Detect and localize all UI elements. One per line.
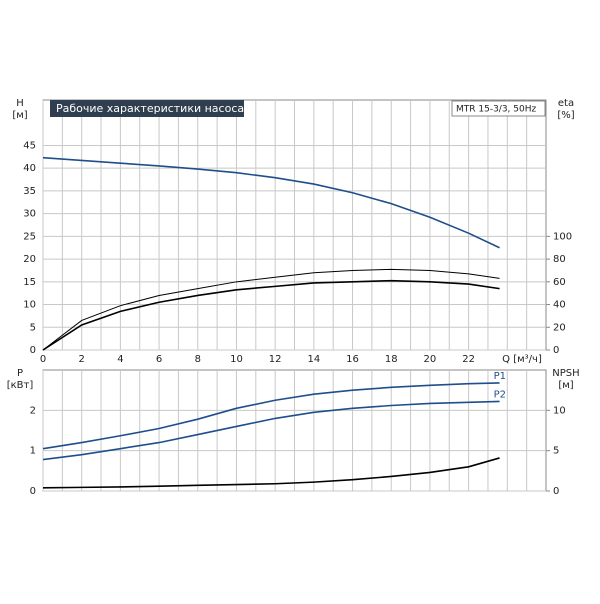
- x-tick-label: 22: [462, 354, 475, 365]
- series-line: [42, 382, 500, 450]
- y2-axis-unit: [%]: [557, 110, 574, 121]
- x-tick-label: 8: [195, 354, 201, 365]
- y2-axis-unit: [м]: [558, 380, 573, 391]
- y-axis-label: P: [17, 368, 23, 379]
- y2-tick-label: 10: [553, 405, 566, 416]
- x-tick-label: 6: [156, 354, 162, 365]
- x-tick-label: 16: [346, 354, 359, 365]
- x-tick-label: 2: [79, 354, 85, 365]
- y2-tick-label: 0: [553, 486, 559, 497]
- y-tick-label: 35: [23, 186, 36, 197]
- y-tick-label: 30: [23, 209, 36, 220]
- y-tick-label: 0: [30, 345, 36, 356]
- x-tick-label: 20: [424, 354, 437, 365]
- y-tick-label: 1: [30, 446, 36, 457]
- y-tick-label: 2: [30, 405, 36, 416]
- y-tick-label: 25: [23, 231, 36, 242]
- model-label: MTR 15-3/3, 50Hz: [456, 105, 537, 115]
- y2-axis-label: NPSH: [552, 368, 579, 379]
- model-box: [451, 100, 546, 117]
- title-box: [50, 100, 244, 117]
- x-tick-label: 0: [40, 354, 46, 365]
- series-line: [42, 457, 500, 489]
- series-line: [42, 268, 500, 351]
- chart-title: Рабочие характеристики насоса: [56, 102, 244, 115]
- y2-tick-label: 5: [553, 446, 559, 457]
- y2-tick-label: 40: [553, 300, 566, 311]
- y-tick-label: 5: [30, 322, 36, 333]
- y-axis-unit: [м]: [12, 110, 27, 121]
- x-tick-label: 12: [269, 354, 282, 365]
- y2-tick-label: 100: [553, 231, 572, 242]
- x-tick-label: 4: [117, 354, 123, 365]
- y2-tick-label: 0: [553, 345, 559, 356]
- y-tick-label: 20: [23, 254, 36, 265]
- series-label: P2: [494, 389, 506, 400]
- y-tick-label: 0: [30, 486, 36, 497]
- y-axis-unit: [кВт]: [7, 380, 34, 391]
- y2-tick-label: 60: [553, 277, 566, 288]
- x-tick-label: 14: [307, 354, 320, 365]
- y-tick-label: 10: [23, 300, 36, 311]
- x-axis-label: Q [м³/ч]: [502, 354, 542, 365]
- y2-tick-label: 20: [553, 322, 566, 333]
- series-label: P1: [494, 371, 506, 382]
- x-tick-label: 10: [230, 354, 243, 365]
- y2-tick-label: 80: [553, 254, 566, 265]
- y-tick-label: 40: [23, 163, 36, 174]
- series-line: [42, 400, 500, 461]
- y-axis-label: H: [16, 98, 24, 109]
- series-line: [42, 156, 500, 249]
- y-tick-label: 15: [23, 277, 36, 288]
- y2-axis-label: eta: [558, 98, 574, 109]
- y-tick-label: 45: [23, 140, 36, 151]
- x-tick-label: 18: [385, 354, 398, 365]
- series-line: [42, 279, 500, 351]
